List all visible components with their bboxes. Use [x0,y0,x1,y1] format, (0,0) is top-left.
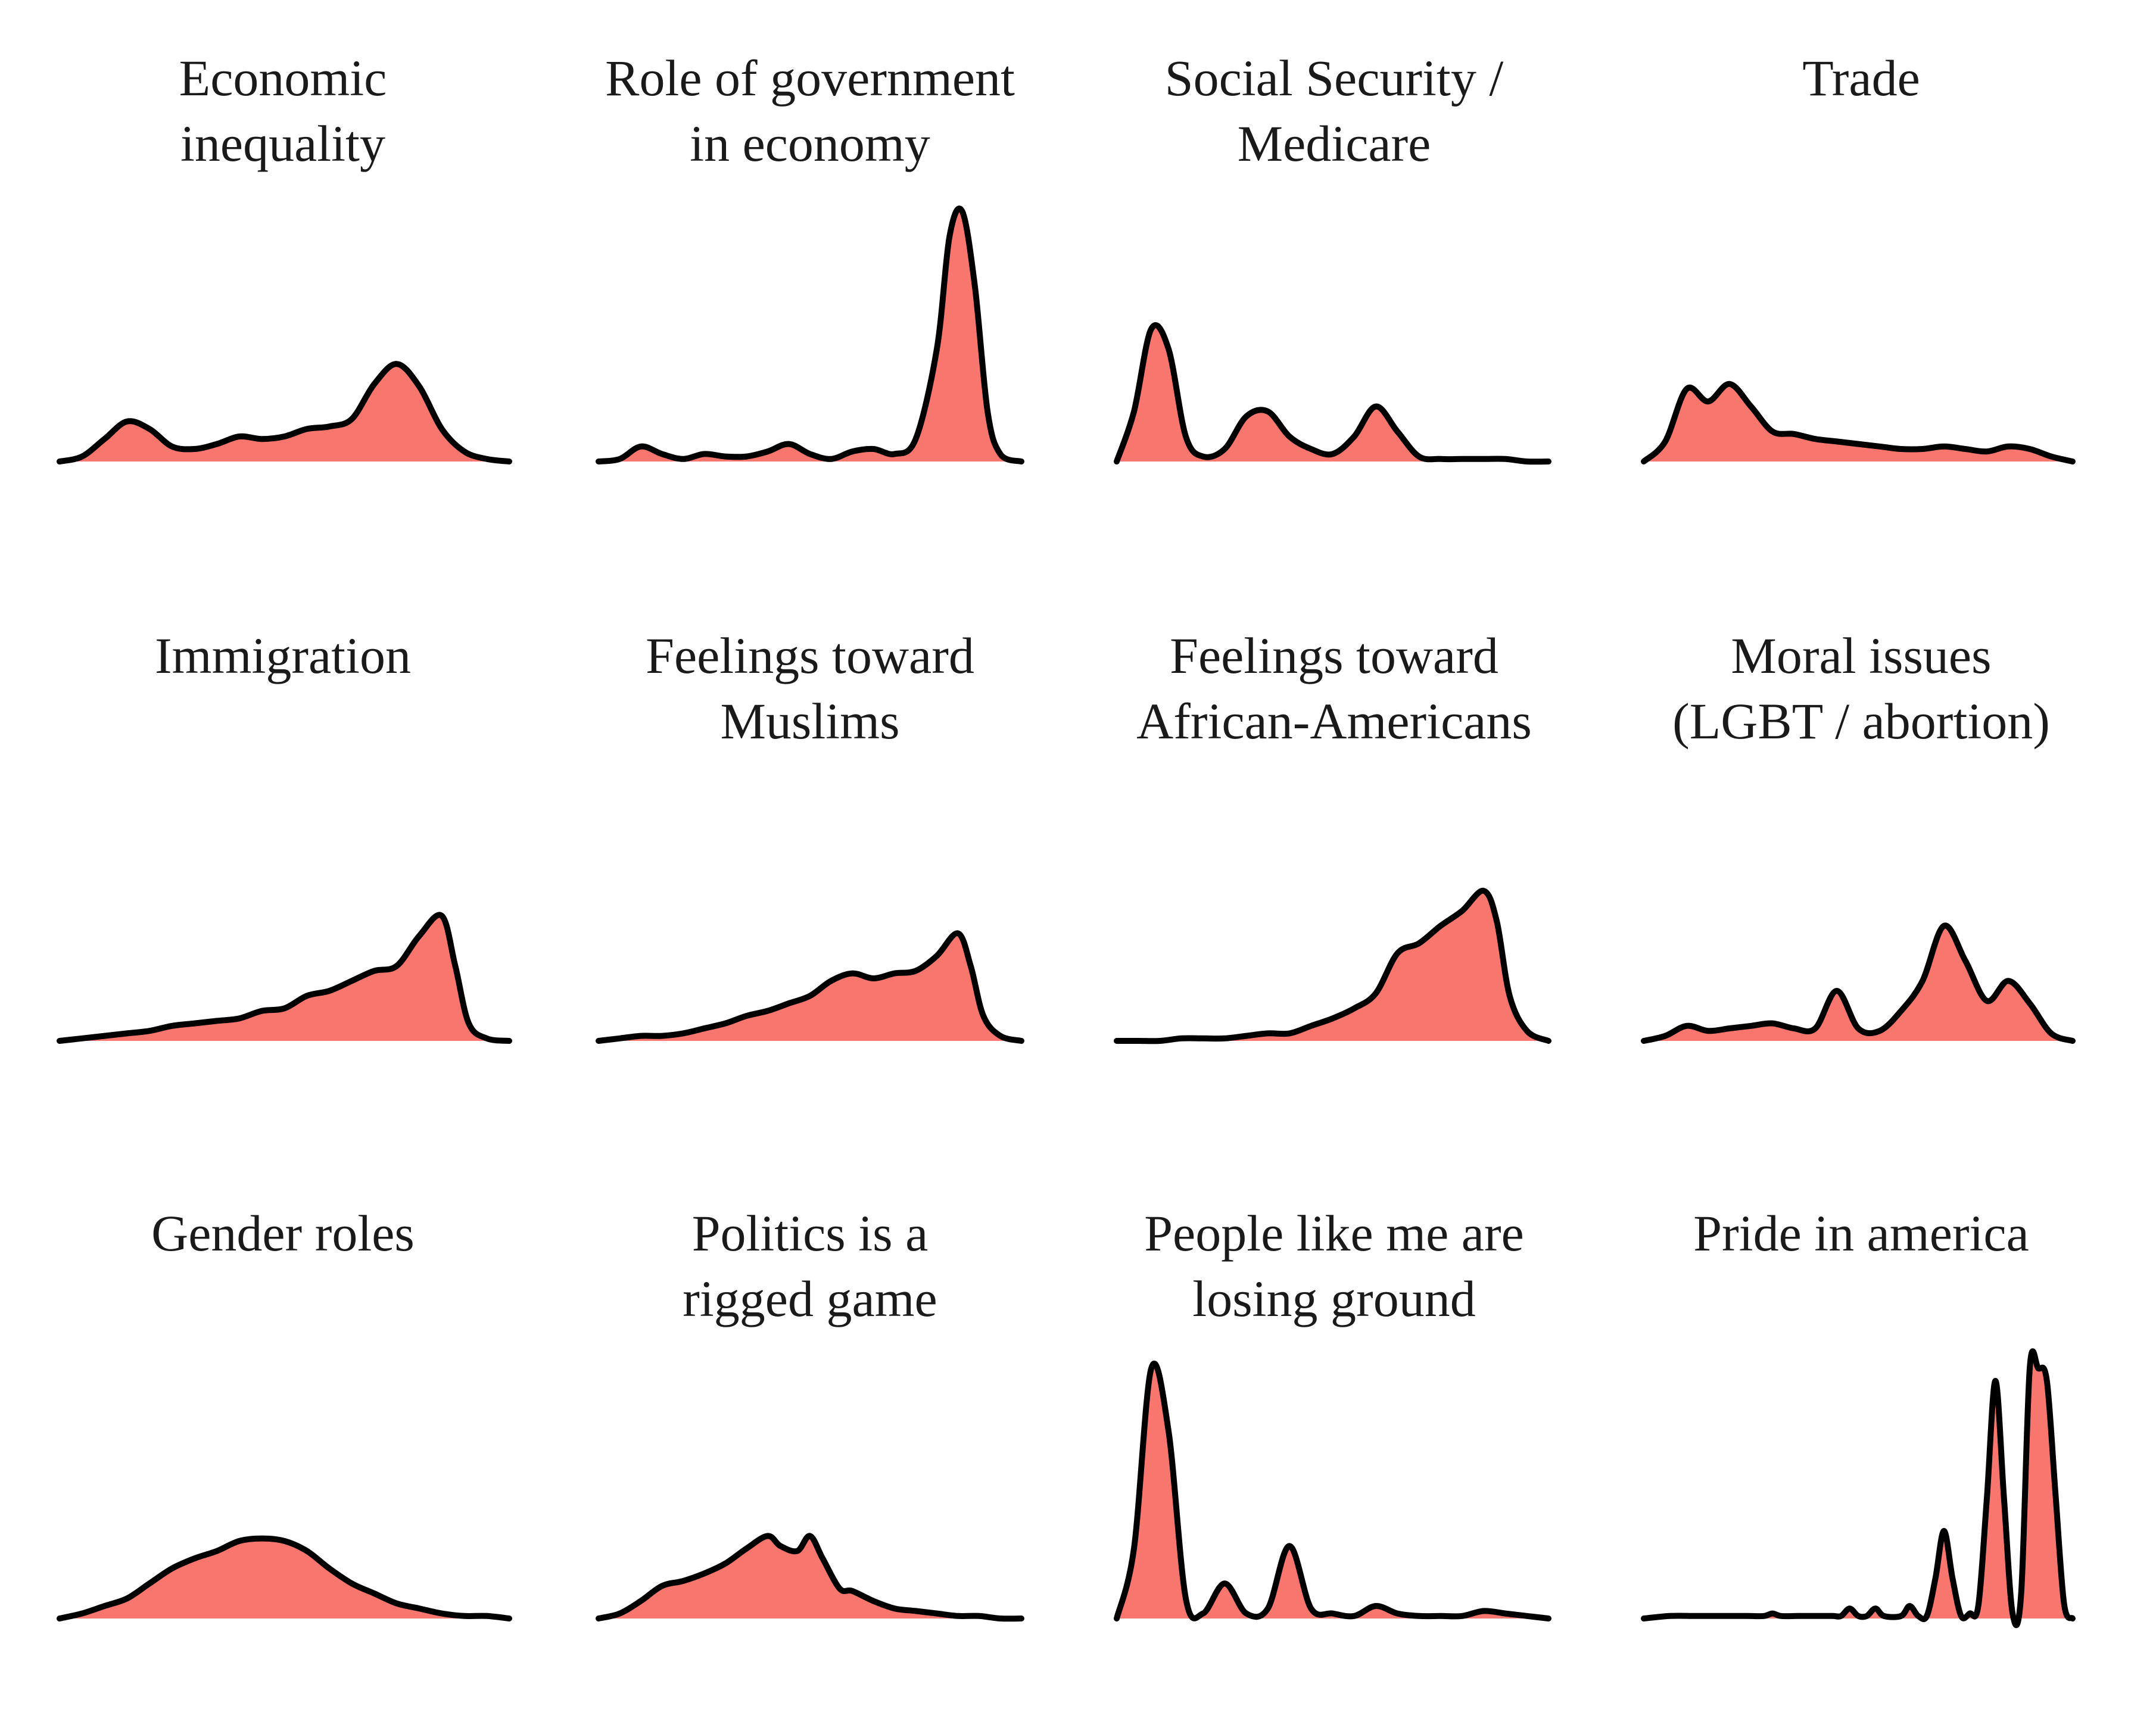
panel-title-line: People like me are [1144,1205,1524,1262]
density-area [1644,383,2073,461]
panel-title-line: Gender roles [151,1205,415,1262]
panel-title-line: Moral issues [1731,627,1991,684]
panel-title-line: Immigration [155,627,411,684]
panel-title-line: losing ground [1192,1270,1475,1327]
panel-title-line: rigged game [683,1270,937,1327]
density-area [599,1536,1021,1619]
density-area [1644,925,2073,1041]
panel-title-line: Politics is a [692,1205,929,1262]
panel-title-line: Medicare [1238,115,1431,172]
density-panel: Moral issues (LGBT / abortion) [1641,627,2076,1044]
density-line [1641,381,2076,464]
panel-title-line: African-Americans [1136,693,1532,750]
density-line [57,1535,512,1621]
panel-title-line: Role of government [605,49,1015,107]
panel-title-line: (LGBT / abortion) [1672,693,2050,750]
panel-title-line: Muslims [720,693,899,750]
density-area [60,364,509,461]
density-panel: Politics is a rigged game [596,1205,1024,1622]
panel-title-line: Feelings toward [646,627,974,684]
density-line [1641,922,2076,1044]
density-line [1114,1361,1551,1621]
density-line [596,205,1024,464]
panel-title-line: Trade [1802,49,1920,107]
panel-title-line: in economy [690,115,930,172]
density-line [57,361,512,464]
density-panel: People like me are losing ground [1114,1205,1551,1621]
panel-title-line: inequality [180,115,385,172]
density-line [596,930,1024,1044]
density-area [599,933,1021,1041]
density-panel: Social Security / Medicare [1114,49,1551,465]
density-line [1114,322,1551,465]
density-panel: Feelings toward African-Americans [1114,627,1551,1044]
density-panel: Immigration [57,627,512,1044]
panel-title-line: Economic [179,49,387,107]
density-area [60,1538,509,1618]
panel-title-line: Feelings toward [1170,627,1498,684]
density-panel: Feelings toward Muslims [596,627,1024,1044]
density-panel: Pride in america [1641,1205,2076,1629]
panel-title-line: Social Security / [1165,49,1504,107]
density-area [1117,325,1549,462]
density-area [599,208,1021,461]
density-panel: Role of government in economy [596,49,1024,464]
density-line [596,1533,1024,1622]
density-line [1641,1348,2076,1629]
density-area [60,915,509,1041]
density-panel: Economic inequality [57,49,512,464]
panel-title-line: Pride in america [1693,1205,2029,1262]
density-line [1114,888,1551,1044]
density-panel: Gender roles [57,1205,512,1621]
density-panel: Trade [1641,49,2076,464]
density-line [57,912,512,1044]
